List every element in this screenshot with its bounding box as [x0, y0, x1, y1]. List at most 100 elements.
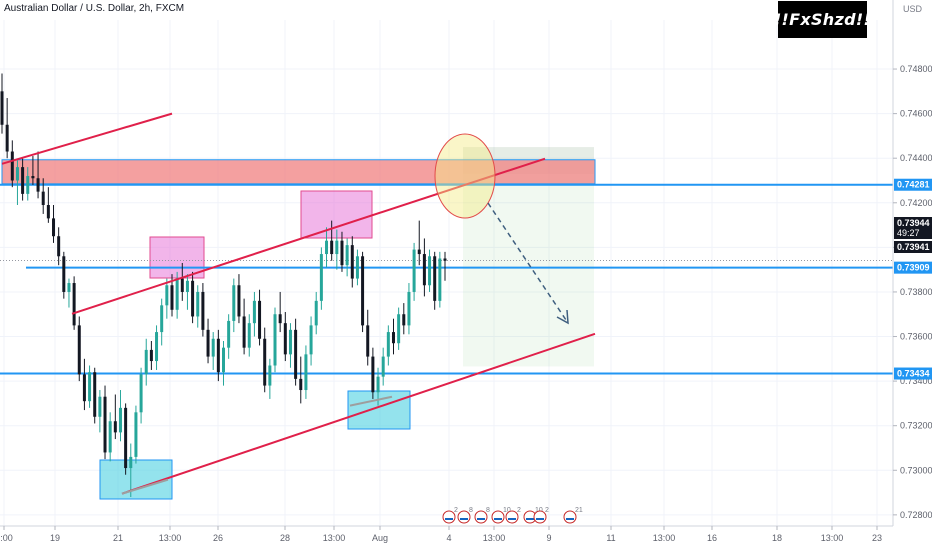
candle-body — [67, 283, 71, 292]
y-tick-label: 0.73200 — [900, 421, 932, 431]
candle-body — [263, 338, 267, 386]
x-tick-label: 4 — [446, 533, 451, 543]
y-tick-label: 0.74600 — [900, 109, 932, 119]
y-tick-label: 0.72800 — [900, 510, 932, 520]
x-tick-label: 13:00 — [483, 533, 506, 543]
candle-body — [294, 329, 298, 379]
candle-body — [355, 256, 359, 279]
demand-box-2 — [347, 390, 411, 430]
x-tick-label: 13:00 — [821, 533, 844, 543]
x-tick-label: 23 — [872, 533, 882, 543]
demand-connector-1 — [121, 478, 169, 495]
candle-body — [258, 300, 262, 339]
candle-body — [376, 376, 380, 393]
candle-body — [93, 372, 97, 417]
candle-body — [417, 249, 421, 255]
x-tick-label: 16 — [707, 533, 717, 543]
candle-body — [160, 305, 164, 333]
y-tick-label: 0.74400 — [900, 153, 932, 163]
candle-body — [345, 245, 349, 266]
x-tick-label: 21 — [113, 533, 123, 543]
candle-body — [428, 256, 432, 286]
price-label-text: 0.74281 — [897, 180, 930, 190]
candle-body — [361, 256, 365, 326]
event-count: 2 — [454, 507, 458, 514]
candle-body — [36, 178, 40, 192]
y-tick-label: 0.73000 — [900, 465, 932, 475]
candle-body — [232, 285, 236, 321]
candle-body — [278, 314, 282, 324]
candle-body — [397, 314, 401, 344]
candle-body — [149, 349, 153, 362]
candle-body — [57, 236, 61, 257]
projection-arrow-head — [556, 309, 569, 325]
event-markers: 2 8 8 10 2 10 2 21 — [442, 507, 583, 524]
candle-body — [191, 280, 195, 317]
candle-body — [103, 396, 107, 453]
x-tick-label: 13:00 — [159, 533, 182, 543]
candle-body — [180, 278, 184, 292]
candle-body — [237, 285, 241, 317]
candle-body — [283, 323, 287, 355]
candle-body — [216, 338, 220, 373]
candle-body — [98, 396, 102, 417]
candle-body — [391, 332, 395, 344]
candle-body — [62, 256, 66, 292]
x-tick-label: 3:00 — [0, 533, 13, 543]
candle-body — [330, 240, 334, 255]
channel-lower-line — [121, 332, 596, 495]
y-tick-label: 0.73400 — [900, 376, 932, 386]
price-label-bg — [894, 241, 932, 253]
candle-body — [118, 407, 122, 433]
candle-body — [211, 338, 215, 357]
price-label-bg — [894, 367, 932, 380]
candle-body — [165, 285, 169, 306]
currency-label[interactable]: USD — [903, 4, 923, 14]
candle-body — [196, 291, 200, 317]
price-label-bg — [894, 261, 932, 274]
event-count: 8 — [469, 507, 473, 514]
candle-body — [433, 256, 437, 301]
candle-body — [144, 349, 148, 375]
candle-body — [222, 347, 225, 373]
price-label-bg — [894, 178, 932, 191]
candle-body — [31, 176, 35, 179]
candle-body — [309, 325, 313, 355]
candle-body — [0, 91, 4, 125]
symbol-title: Australian Dollar / U.S. Dollar, 2h, FXC… — [4, 3, 185, 14]
grid — [0, 20, 893, 526]
candle-body — [268, 365, 272, 386]
demand-box-1 — [99, 459, 173, 500]
price-axis[interactable]: 0.748000.746000.744000.742000.740000.738… — [892, 0, 932, 550]
candle-body — [412, 249, 416, 292]
demand-connector-2 — [349, 395, 393, 407]
candle-body — [201, 291, 205, 330]
candle-body — [77, 325, 81, 375]
channel-upper-line — [71, 157, 546, 315]
horizontal-levels — [0, 183, 893, 375]
candle-body — [273, 314, 277, 366]
price-axis-bg — [893, 0, 932, 550]
candle-body — [82, 374, 86, 402]
candle-body — [242, 316, 246, 348]
candle-body — [52, 218, 56, 237]
candle-body — [340, 240, 344, 266]
y-tick-label: 0.73800 — [900, 287, 932, 297]
candle-body — [5, 124, 9, 152]
candle-body — [108, 421, 112, 453]
candle-body — [299, 378, 303, 391]
candle-body — [247, 323, 251, 348]
price-label-text: 0.73944 — [897, 218, 930, 228]
candle-body — [350, 245, 354, 279]
candle-body — [124, 407, 128, 469]
trend-line-upper-short — [1, 112, 173, 165]
x-tick-label: 18 — [772, 533, 782, 543]
candle-body — [15, 167, 19, 181]
candle-body — [41, 191, 45, 206]
candle-body — [72, 283, 76, 326]
candle-body — [46, 205, 50, 219]
candle-body — [88, 372, 92, 402]
time-axis[interactable]: 3:00 19 21 13:00 26 28 13:00 Aug 4 13:00 9 11 13:00 1… — [0, 525, 893, 543]
